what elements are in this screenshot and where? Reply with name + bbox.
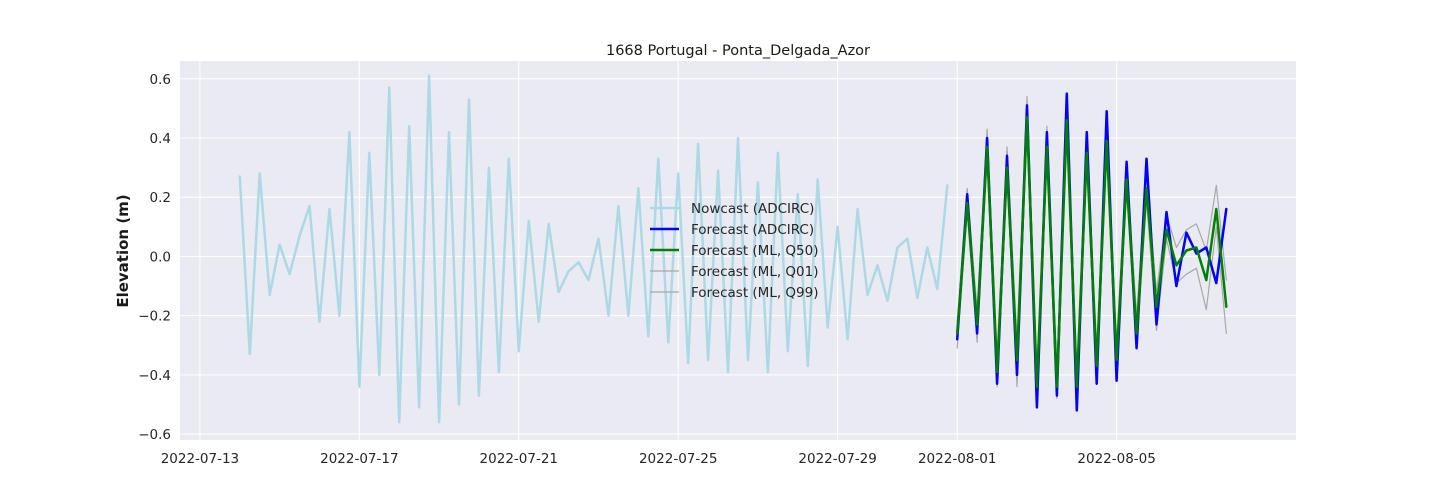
legend-label: Forecast (ADCIRC) bbox=[691, 222, 814, 238]
series-layer bbox=[238, 74, 1228, 424]
legend-label: Forecast (ML, Q99) bbox=[691, 285, 819, 301]
x-axis: 2022-07-13 2022-07-17 2022-07-21 2022-07-25… bbox=[161, 451, 1156, 467]
grid-lines bbox=[180, 61, 1296, 440]
legend-label: Forecast (ML, Q01) bbox=[691, 264, 819, 280]
y-tick-label: −0.2 bbox=[138, 309, 171, 325]
x-tick-label: 2022-07-13 bbox=[161, 451, 239, 467]
y-tick-label: −0.6 bbox=[138, 427, 171, 443]
legend-label: Forecast (ML, Q50) bbox=[691, 243, 819, 259]
chart-title: 1668 Portugal - Ponta_Delgada_Azor bbox=[606, 43, 870, 59]
y-tick-label: 0.2 bbox=[150, 190, 171, 206]
x-tick-label: 2022-07-21 bbox=[480, 451, 558, 467]
x-tick-label: 2022-07-25 bbox=[639, 451, 717, 467]
series-line-nowcast bbox=[238, 74, 949, 424]
legend: Nowcast (ADCIRC) Forecast (ADCIRC) Forecas… bbox=[650, 201, 819, 301]
x-tick-label: 2022-07-29 bbox=[798, 451, 876, 467]
x-tick-label: 2022-07-17 bbox=[320, 451, 398, 467]
y-tick-label: 0.4 bbox=[150, 131, 171, 147]
y-axis: −0.6 −0.4 −0.2 0.0 0.2 0.4 0.6 bbox=[138, 72, 171, 443]
y-tick-label: −0.4 bbox=[138, 368, 171, 384]
series-line-forecast-ml-q50 bbox=[955, 116, 1228, 388]
y-tick-label: 0.6 bbox=[150, 72, 171, 88]
x-tick-label: 2022-08-01 bbox=[918, 451, 996, 467]
y-tick-label: 0.0 bbox=[150, 249, 171, 265]
y-axis-label: Elevation (m) bbox=[114, 194, 132, 307]
legend-label: Nowcast (ADCIRC) bbox=[691, 201, 814, 217]
x-tick-label: 2022-08-05 bbox=[1077, 451, 1155, 467]
